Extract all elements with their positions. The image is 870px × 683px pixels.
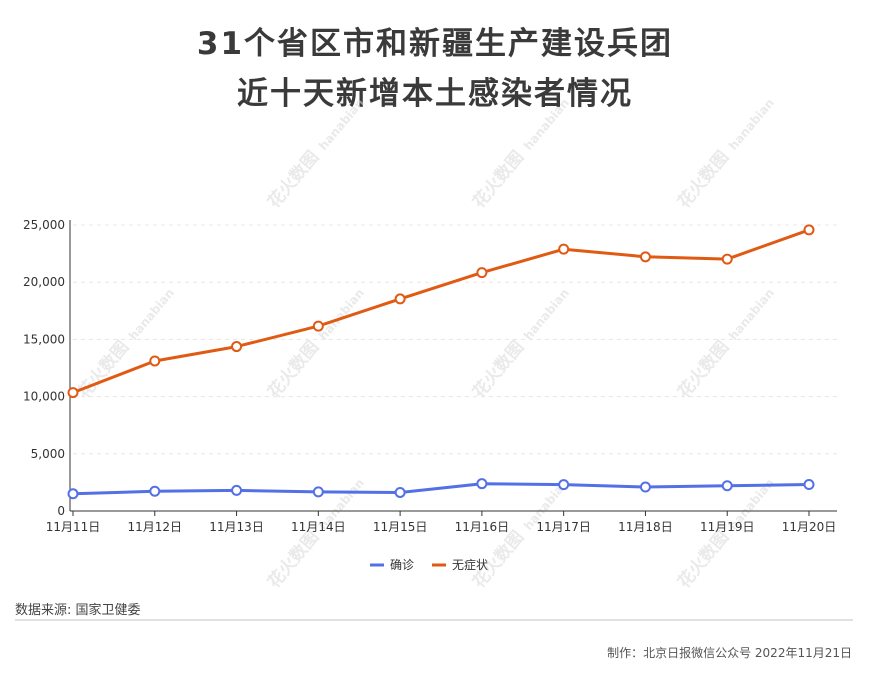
axes xyxy=(69,220,837,512)
data-point xyxy=(476,267,488,279)
watermark-layer: 花火数图hanabian花火数图hanabian花火数图hanabian花火数图… xyxy=(73,96,777,593)
data-point xyxy=(803,478,815,490)
legend-item-1[interactable]: 无症状 xyxy=(432,557,488,572)
x-tick-label: 11月14日 xyxy=(291,520,346,534)
y-tick-label: 10,000 xyxy=(23,390,65,404)
watermark-text-cn: 花火数图 xyxy=(263,147,323,213)
series-line xyxy=(72,482,810,496)
data-point xyxy=(312,486,324,498)
footer-divider xyxy=(15,619,853,621)
data-point xyxy=(558,479,570,491)
legend-label: 无症状 xyxy=(452,557,488,572)
line-chart: 花火数图hanabian花火数图hanabian花火数图hanabian花火数图… xyxy=(23,96,837,593)
chart-title-line-1: 31个省区市和新疆生产建设兵团 xyxy=(196,26,674,62)
x-tick-label: 11月17日 xyxy=(536,520,591,534)
x-tick-label: 11月11日 xyxy=(46,520,101,534)
x-tick-label: 11月12日 xyxy=(128,520,183,534)
data-point xyxy=(149,355,161,367)
data-point xyxy=(721,480,733,492)
legend[interactable]: 确诊 无症状 xyxy=(370,557,488,572)
y-tick-label: 5,000 xyxy=(31,447,65,461)
x-tick-label: 11月16日 xyxy=(455,520,510,534)
watermark-text-cn: 花火数图 xyxy=(468,337,528,403)
watermark-text-cn: 花火数图 xyxy=(468,147,528,213)
legend-label: 确诊 xyxy=(390,558,414,572)
data-point xyxy=(639,251,651,263)
data-point xyxy=(312,320,324,332)
watermark-text-cn: 花火数图 xyxy=(73,337,133,403)
data-point xyxy=(803,224,815,236)
watermark-text-en: hanabian xyxy=(521,96,572,153)
watermark-text-en: hanabian xyxy=(316,286,367,343)
series-line xyxy=(72,228,810,394)
data-point xyxy=(394,486,406,498)
data-point xyxy=(231,341,243,353)
x-tick-label: 11月15日 xyxy=(373,520,428,534)
watermark-text-cn: 花火数图 xyxy=(263,337,323,403)
x-tick-label: 11月18日 xyxy=(618,520,673,534)
x-tick-label: 11月19日 xyxy=(700,520,755,534)
data-point xyxy=(721,253,733,265)
data-point xyxy=(67,488,79,500)
data-point xyxy=(558,243,570,255)
y-tick-label: 15,000 xyxy=(23,332,65,346)
y-tick-label: 25,000 xyxy=(23,218,65,232)
watermark-text-en: hanabian xyxy=(316,96,367,153)
x-axis-ticks: 11月11日 11月12日 11月13日 11月14日 11月15日 11月16日 11月1… xyxy=(46,511,837,534)
watermark-text-en: hanabian xyxy=(126,286,177,343)
data-point xyxy=(476,478,488,490)
series-0 xyxy=(67,478,815,500)
data-source-note: 数据来源: 国家卫健委 xyxy=(15,603,141,618)
y-tick-label: 20,000 xyxy=(23,275,65,289)
data-point xyxy=(149,485,161,497)
series-layer xyxy=(67,224,815,500)
data-point xyxy=(67,387,79,399)
x-tick-label: 11月13日 xyxy=(209,520,264,534)
watermark-text-cn: 花火数图 xyxy=(263,527,323,593)
data-point xyxy=(231,484,243,496)
data-point xyxy=(394,293,406,305)
y-tick-label: 0 xyxy=(57,504,65,518)
chart-title-line-2: 近十天新增本土感染者情况 xyxy=(237,76,633,112)
watermark-text-cn: 花火数图 xyxy=(673,337,733,403)
watermark-text-cn: 花火数图 xyxy=(673,527,733,593)
watermark-text-en: hanabian xyxy=(521,286,572,343)
watermark-text-en: hanabian xyxy=(726,96,777,153)
legend-item-0[interactable]: 确诊 xyxy=(370,558,414,572)
series-1 xyxy=(67,224,815,399)
watermark-text-cn: 花火数图 xyxy=(673,147,733,213)
credit-note: 制作：北京日报微信公众号 2022年11月21日 xyxy=(607,646,852,660)
y-axis-ticks: 0 5,000 10,000 15,000 20,000 25,000 xyxy=(23,218,65,518)
x-tick-label: 11月20日 xyxy=(782,520,837,534)
watermark-text-en: hanabian xyxy=(726,286,777,343)
data-point xyxy=(639,481,651,493)
